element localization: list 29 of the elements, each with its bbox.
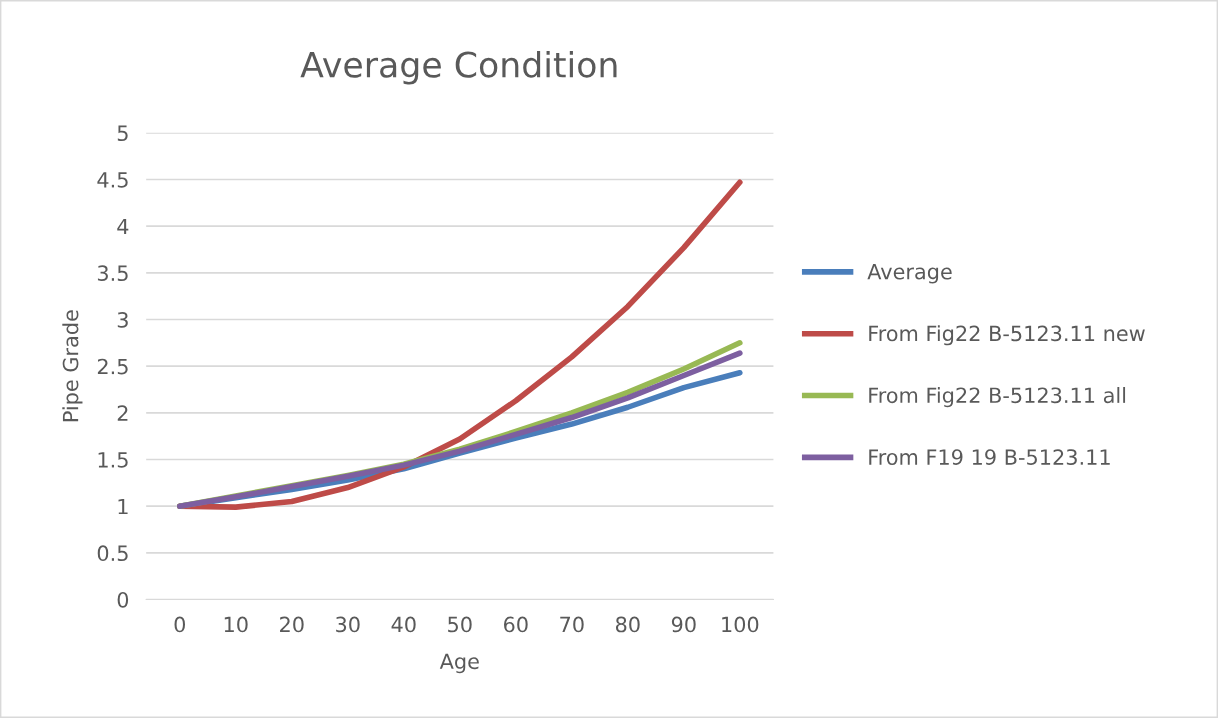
x-tick-label: 30	[336, 616, 360, 633]
legend-label: From F19 19 B-5123.11	[869, 449, 1110, 465]
x-axis-title: Age	[439, 653, 479, 674]
y-tick-label: 4	[117, 218, 129, 235]
x-tick-label: 20	[280, 616, 304, 633]
x-tick-label: 90	[671, 616, 696, 633]
x-tick-label: 40	[391, 616, 416, 633]
y-tick-label: 0	[117, 591, 129, 608]
y-tick-label: 2	[117, 405, 128, 421]
x-tick-label: 60	[504, 616, 528, 633]
y-tick-label: 3.5	[97, 265, 128, 282]
y-tick-label: 4.5	[97, 172, 128, 188]
x-tick-label: 70	[560, 616, 584, 633]
x-tick-label: 100	[722, 616, 759, 633]
y-tick-label: 1	[118, 498, 128, 515]
legend-label: Average	[867, 264, 952, 284]
legend-label: From Fig22 B-5123.11 new	[869, 325, 1145, 346]
legend-label: From Fig22 B-5123.11 all	[869, 387, 1126, 408]
y-tick-label: 5	[117, 125, 128, 142]
y-tick-label: 2.5	[97, 358, 128, 375]
y-axis-title: Pipe Grade	[62, 310, 83, 422]
y-tick-label: 1.5	[98, 452, 128, 468]
x-tick-label: 80	[615, 616, 640, 633]
chart-title: Average Condition	[300, 50, 617, 85]
y-tick-label: 0.5	[97, 545, 128, 562]
y-tick-label: 3	[117, 311, 128, 328]
x-tick-label: 0	[174, 616, 186, 633]
x-tick-label: 10	[224, 616, 248, 633]
x-tick-label: 50	[448, 616, 472, 633]
